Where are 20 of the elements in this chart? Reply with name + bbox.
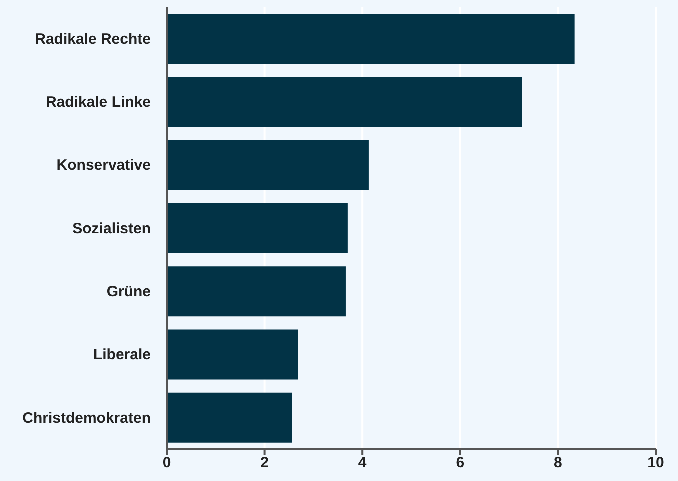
x-tick-label: 2 xyxy=(260,454,269,472)
bar xyxy=(167,203,348,254)
bar xyxy=(167,14,575,64)
x-tick-label: 8 xyxy=(554,454,562,472)
y-tick-label: Radikale Rechte xyxy=(35,30,151,48)
bar xyxy=(167,330,298,380)
x-tick-label: 0 xyxy=(162,454,172,472)
y-tick-label: Konservative xyxy=(56,157,151,174)
x-tick-label: 4 xyxy=(358,454,368,472)
y-tick-label: Christdemokraten xyxy=(22,410,151,427)
y-tick-label: Radikale Linke xyxy=(46,94,151,112)
x-tick-label: 10 xyxy=(648,454,664,472)
bar xyxy=(167,140,369,190)
x-tick-label: 6 xyxy=(456,454,465,472)
bar xyxy=(167,266,346,317)
y-tick-label: Liberale xyxy=(93,346,151,364)
y-tick-label: Sozialisten xyxy=(72,220,151,238)
bar xyxy=(167,392,292,443)
bar xyxy=(167,77,522,128)
y-tick-label: Grüne xyxy=(106,283,151,300)
